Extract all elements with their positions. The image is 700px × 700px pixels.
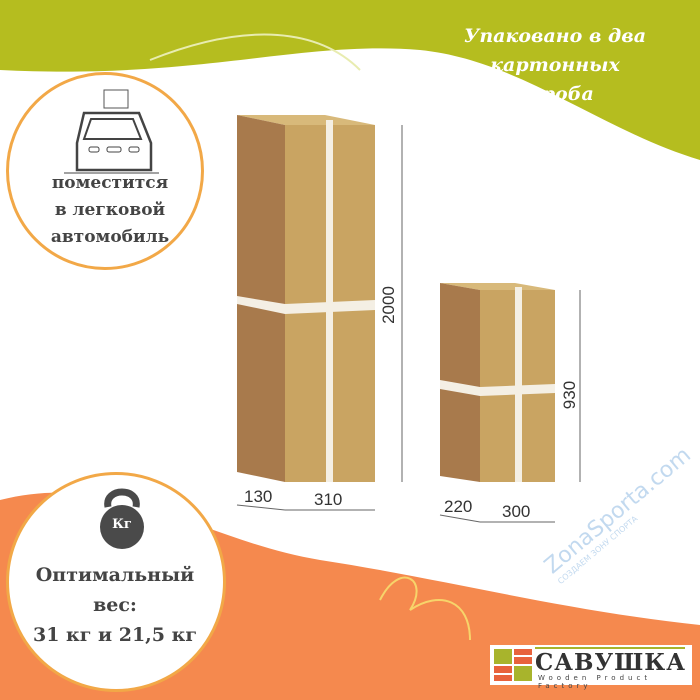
weight-badge-text: Оптимальный вес: 31 кг и 21,5 кг bbox=[20, 560, 210, 650]
box-large bbox=[236, 115, 403, 511]
header-title: Упаковано в два картонных короба bbox=[420, 22, 690, 109]
box-large-height: 2000 bbox=[378, 286, 398, 324]
car-badge-text: поместится в легковой автомобиль bbox=[30, 170, 190, 251]
car-text-line: в легковой bbox=[54, 200, 166, 220]
weight-badge: Кг bbox=[6, 472, 226, 692]
weight-text-line: вес: bbox=[93, 594, 137, 616]
kettlebell-icon bbox=[100, 488, 144, 549]
logo: САВУШКА Wooden Product Factory bbox=[490, 645, 692, 690]
box-large-depth: 130 bbox=[244, 487, 273, 506]
box-small-depth: 220 bbox=[444, 497, 473, 516]
title-line: короба bbox=[516, 83, 594, 105]
car-with-box-icon bbox=[64, 89, 159, 174]
box-small-height: 930 bbox=[560, 380, 580, 410]
logo-name: САВУШКА bbox=[535, 649, 686, 676]
car-badge bbox=[6, 72, 204, 270]
box-large-width: 310 bbox=[314, 490, 343, 509]
title-line: Упаковано в два bbox=[463, 25, 647, 47]
logo-tagline: Wooden Product Factory bbox=[538, 674, 652, 690]
car-text-line: поместится bbox=[51, 173, 169, 193]
box-small-width: 300 bbox=[502, 502, 531, 521]
box-small bbox=[439, 283, 581, 523]
car-text-line: автомобиль bbox=[50, 227, 170, 247]
logo-mark bbox=[494, 649, 532, 681]
weight-text-line: Оптимальный bbox=[35, 564, 195, 586]
kettlebell-label: Кг bbox=[112, 517, 132, 532]
weight-text-line: 31 кг и 21,5 кг bbox=[33, 624, 197, 646]
title-line: картонных bbox=[490, 54, 620, 76]
